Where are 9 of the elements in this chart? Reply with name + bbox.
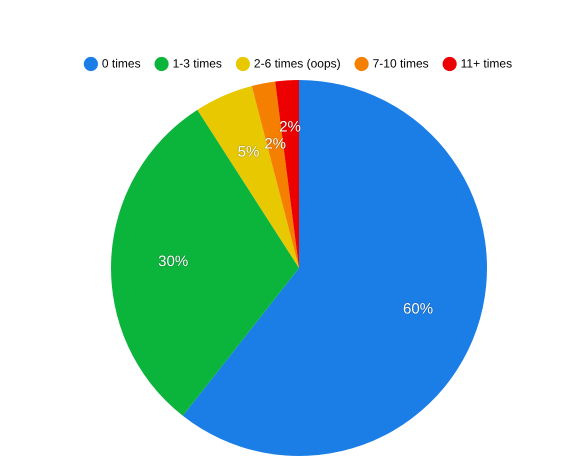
legend-label: 2-6 times (oops): [254, 56, 341, 70]
data-label: 5%: [238, 144, 260, 161]
legend-label: 7-10 times: [372, 56, 429, 70]
legend-label: 0 times: [102, 56, 141, 70]
data-label: 60%: [403, 300, 434, 318]
legend-label: 11+ times: [460, 56, 512, 70]
data-label: 30%: [158, 253, 188, 270]
legend-label: 1-3 times: [172, 56, 222, 70]
data-label: 2%: [264, 135, 286, 152]
